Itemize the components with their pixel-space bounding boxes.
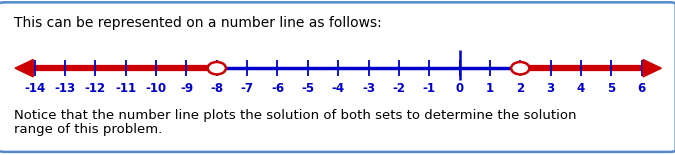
Polygon shape — [15, 60, 33, 77]
Text: Notice that the number line plots the solution of both sets to determine the sol: Notice that the number line plots the so… — [14, 108, 576, 137]
Text: -6: -6 — [271, 82, 284, 95]
Text: 6: 6 — [637, 82, 646, 95]
Text: 0: 0 — [456, 82, 464, 95]
Text: 1: 1 — [486, 82, 494, 95]
FancyBboxPatch shape — [0, 2, 675, 152]
Text: -5: -5 — [301, 82, 315, 95]
Text: 5: 5 — [607, 82, 616, 95]
Text: -2: -2 — [392, 82, 406, 95]
Text: This can be represented on a number line as follows:: This can be represented on a number line… — [14, 16, 381, 29]
Text: -12: -12 — [85, 82, 106, 95]
Text: -14: -14 — [24, 82, 45, 95]
Circle shape — [511, 62, 529, 74]
Text: 4: 4 — [577, 82, 585, 95]
Text: -4: -4 — [331, 82, 345, 95]
Text: -9: -9 — [180, 82, 193, 95]
Text: 3: 3 — [547, 82, 555, 95]
Text: -7: -7 — [241, 82, 254, 95]
Circle shape — [208, 62, 226, 74]
Text: -3: -3 — [362, 82, 375, 95]
Text: 2: 2 — [516, 82, 524, 95]
Text: -11: -11 — [115, 82, 136, 95]
Text: -8: -8 — [210, 82, 223, 95]
Text: -13: -13 — [55, 82, 76, 95]
Text: -10: -10 — [146, 82, 167, 95]
Text: -1: -1 — [423, 82, 435, 95]
Polygon shape — [643, 60, 662, 77]
